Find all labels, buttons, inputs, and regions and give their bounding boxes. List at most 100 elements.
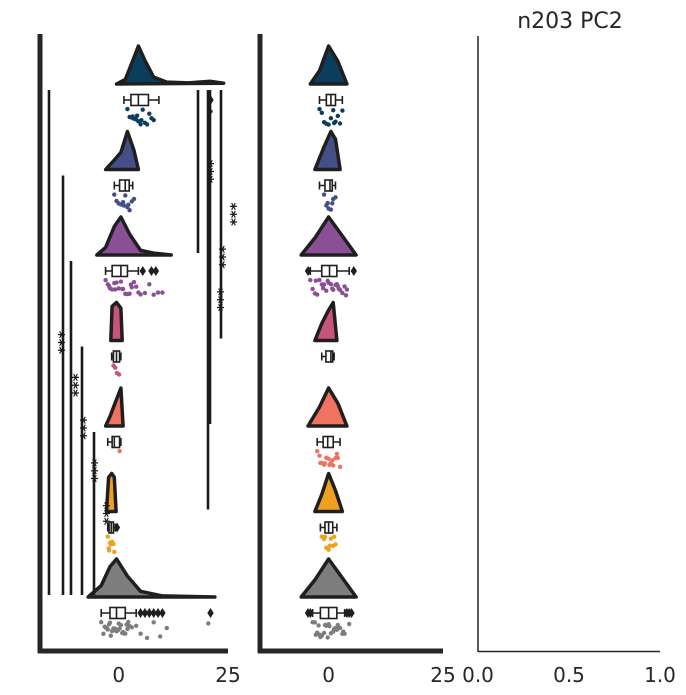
middle-point-4-13 xyxy=(334,451,340,457)
middle-point-0-0 xyxy=(317,106,322,112)
left-point-3-3 xyxy=(116,372,122,377)
middle-point-2-17 xyxy=(313,278,318,283)
left-point-0-11 xyxy=(134,113,140,118)
middle-point-5-9 xyxy=(331,534,337,539)
left-point-6-24 xyxy=(151,620,156,625)
middle-density-6 xyxy=(299,557,358,599)
middle-group-3 xyxy=(313,300,339,363)
left-xtick-label-1: 25 xyxy=(215,663,240,687)
middle-xtick-label-0: 0 xyxy=(322,663,335,687)
left-point-2-17 xyxy=(147,282,152,287)
middle-point-4-7 xyxy=(331,463,336,468)
middle-xtick-label-1: 25 xyxy=(430,663,455,687)
left-box-2 xyxy=(111,264,129,278)
left-point-6-26 xyxy=(164,625,169,631)
middle-point-6-16 xyxy=(318,634,323,640)
left-sig-label-8: *** xyxy=(209,288,227,312)
middle-density-4 xyxy=(306,386,349,428)
left-point-1-10 xyxy=(121,203,127,208)
middle-point-5-8 xyxy=(327,543,333,548)
left-point-2-7 xyxy=(118,279,124,284)
left-point-5-6 xyxy=(106,546,111,551)
middle-point-2-15 xyxy=(342,284,347,289)
middle-group-2 xyxy=(299,215,358,298)
middle-point-6-18 xyxy=(327,623,332,629)
middle-point-4-1 xyxy=(317,453,322,458)
middle-point-1-7 xyxy=(330,201,335,206)
left-point-6-30 xyxy=(113,626,118,631)
middle-density-5 xyxy=(313,471,345,514)
middle-group-5 xyxy=(313,471,345,552)
left-point-0-13 xyxy=(149,116,154,121)
left-point-2-11 xyxy=(127,291,132,296)
right-panel: n203 PC2 0.0 0.5 1.0 xyxy=(462,9,676,687)
middle-point-6-24 xyxy=(334,627,340,632)
left-group-2 xyxy=(95,215,173,297)
left-outlier-6-2 xyxy=(146,608,153,618)
left-point-6-28 xyxy=(104,625,109,630)
left-point-5-8 xyxy=(112,549,117,555)
middle-point-4-12 xyxy=(327,462,332,468)
middle-point-0-9 xyxy=(340,108,345,113)
middle-point-1-6 xyxy=(325,200,330,206)
middle-point-5-6 xyxy=(333,542,338,547)
middle-point-4-5 xyxy=(326,456,331,461)
middle-point-6-15 xyxy=(313,632,318,637)
middle-point-1-0 xyxy=(321,192,327,197)
left-point-0-0 xyxy=(125,106,130,112)
left-outlier-6-5 xyxy=(159,608,166,618)
right-xtick-label-2: 1.0 xyxy=(644,663,676,687)
left-group-5 xyxy=(104,471,121,555)
left-box-4 xyxy=(111,435,121,449)
left-point-2-6 xyxy=(116,286,121,291)
left-outlier-6-4 xyxy=(154,608,162,618)
middle-point-4-9 xyxy=(335,455,340,461)
right-xtick-label-1: 0.5 xyxy=(553,663,585,687)
left-sig-label-7: *** xyxy=(222,202,240,226)
left-point-5-7 xyxy=(109,541,114,546)
left-sig-label-4: *** xyxy=(95,502,113,526)
middle-group-6 xyxy=(299,557,358,640)
middle-point-2-21 xyxy=(343,293,349,298)
middle-density-2 xyxy=(299,215,358,257)
middle-point-6-23 xyxy=(325,635,330,640)
left-point-0-15 xyxy=(139,118,144,123)
left-density-3 xyxy=(109,300,124,343)
left-point-6-23 xyxy=(144,635,150,641)
left-group-1 xyxy=(103,129,141,213)
left-point-6-1 xyxy=(101,631,106,636)
left-box-1 xyxy=(118,179,130,192)
left-point-2-3 xyxy=(109,287,115,292)
left-box-6 xyxy=(109,606,127,620)
left-box-0 xyxy=(130,93,150,107)
left-point-6-9 xyxy=(118,622,124,628)
left-density-0 xyxy=(114,44,226,86)
left-point-6-31 xyxy=(117,626,122,631)
middle-point-2-19 xyxy=(330,286,335,291)
left-point-2-20 xyxy=(106,283,112,289)
middle-point-2-3 xyxy=(315,292,320,297)
left-outlier-6-6 xyxy=(207,608,214,618)
left-point-1-5 xyxy=(123,193,128,198)
middle-point-2-22 xyxy=(325,278,330,283)
middle-point-4-15 xyxy=(330,458,335,463)
left-point-1-7 xyxy=(127,208,132,213)
left-point-2-24 xyxy=(136,290,141,295)
left-outlier-2-0 xyxy=(139,266,146,276)
middle-point-0-11 xyxy=(331,120,337,126)
left-xtick-label-0: 0 xyxy=(112,663,125,687)
left-point-2-19 xyxy=(160,290,165,295)
left-point-2-21 xyxy=(113,287,118,292)
middle-outlier-2-0 xyxy=(304,266,312,276)
left-point-1-4 xyxy=(120,200,126,205)
middle-point-1-3 xyxy=(328,207,334,212)
left-density-6 xyxy=(86,557,217,599)
middle-point-2-20 xyxy=(336,286,341,291)
left-sig-label-1: *** xyxy=(64,373,82,397)
middle-point-4-10 xyxy=(337,464,343,470)
left-point-6-32 xyxy=(121,631,127,636)
left-outlier-2-2 xyxy=(152,266,160,276)
left-point-2-16 xyxy=(142,290,148,296)
middle-point-0-3 xyxy=(326,122,331,127)
middle-point-2-18 xyxy=(320,286,326,291)
